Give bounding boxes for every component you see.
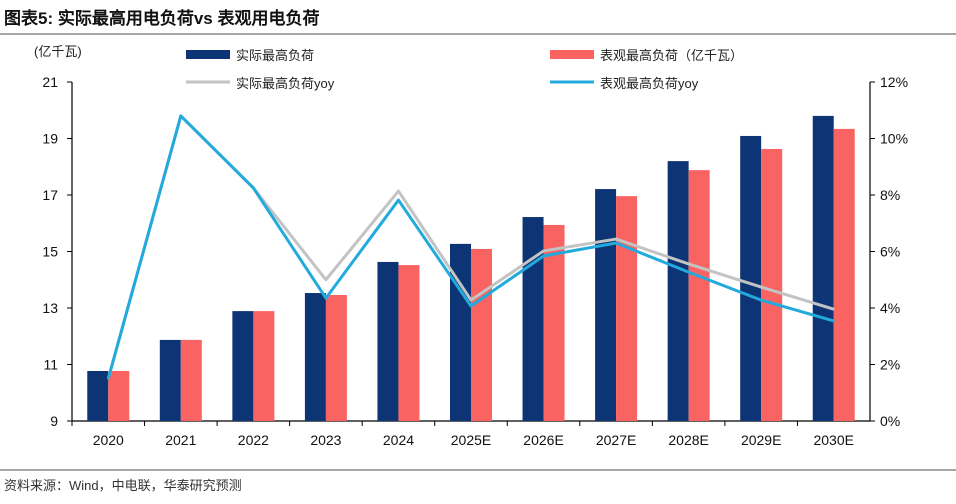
left-tick-label: 17: [42, 187, 58, 203]
right-tick-label: 6%: [880, 244, 900, 260]
left-tick-label: 13: [42, 300, 58, 316]
right-tick-label: 10%: [880, 131, 908, 147]
right-tick-label: 12%: [880, 74, 908, 90]
x-tick-label: 2021: [165, 432, 196, 448]
legend-label: 表观最高负荷（亿千瓦）: [600, 48, 743, 63]
line-point: [687, 271, 690, 274]
left-axis-unit: (亿千瓦): [34, 44, 82, 59]
bar-apparent: [325, 295, 347, 421]
bar-actual: [377, 261, 399, 421]
line-point: [179, 114, 182, 117]
chart-title: 图表5: 实际最高用电负荷vs 表观用电负荷: [4, 8, 319, 28]
line-point: [397, 190, 400, 193]
legend-swatch: [550, 50, 594, 59]
x-tick-label: 2026E: [523, 432, 563, 448]
x-tick-label: 2025E: [451, 432, 491, 448]
x-tick-label: 2028E: [668, 432, 708, 448]
right-tick-label: 0%: [880, 413, 900, 429]
left-tick-label: 15: [42, 244, 58, 260]
left-tick-label: 19: [42, 131, 58, 147]
legend-label: 实际最高负荷: [236, 48, 314, 63]
line-point: [470, 305, 472, 308]
left-tick-label: 11: [43, 357, 58, 373]
axes: 9 11 13 15 17 19 21 0% 2% 4% 6% 8% 10% 12% 2020 2021 202…: [42, 74, 908, 448]
bar-actual: [450, 243, 471, 421]
x-tick-label: 2030E: [813, 432, 853, 448]
line-point: [542, 255, 545, 258]
x-tick-label: 2027E: [596, 432, 636, 448]
line-point: [470, 299, 472, 302]
bar-apparent: [543, 224, 565, 421]
right-tick-label: 8%: [880, 187, 900, 203]
bar-actual: [812, 115, 834, 422]
line-point: [687, 262, 690, 265]
x-tick-label: 2023: [310, 432, 341, 448]
legend-label: 实际最高负荷yoy: [236, 76, 335, 91]
source-note: 资料来源：Wind，中电联，华泰研究预测: [4, 478, 242, 493]
bar-apparent: [616, 196, 638, 421]
bar-apparent: [253, 311, 275, 421]
line-point: [324, 278, 327, 281]
left-tick-label: 9: [50, 413, 58, 429]
bar-apparent: [761, 148, 783, 421]
x-tick-label: 2020: [93, 432, 124, 448]
line-point: [615, 238, 618, 241]
right-tick-label: 4%: [880, 300, 900, 316]
line-point: [615, 242, 618, 245]
bar-actual: [595, 189, 617, 421]
bar-apparent: [398, 265, 420, 421]
bars: [87, 115, 855, 422]
bar-apparent: [471, 248, 492, 421]
bar-apparent: [833, 128, 855, 421]
bar-actual: [159, 339, 181, 421]
bar-apparent: [108, 370, 130, 421]
legend-label: 表观最高负荷yoy: [600, 76, 699, 91]
legend-swatch: [186, 50, 230, 59]
line-point: [107, 377, 110, 380]
line-point: [832, 308, 835, 311]
line-point: [542, 249, 545, 252]
bar-actual: [87, 370, 109, 421]
line-point: [832, 319, 835, 322]
line-point: [760, 299, 763, 302]
line-point: [252, 186, 255, 189]
bar-actual: [667, 161, 689, 421]
bar-actual: [232, 311, 254, 421]
line-point: [324, 297, 327, 300]
x-tick-label: 2022: [238, 432, 269, 448]
bar-apparent: [180, 339, 202, 421]
left-tick-label: 21: [42, 74, 58, 90]
legend: 实际最高负荷 表观最高负荷（亿千瓦） 实际最高负荷yoy 表观最高负荷yoy: [186, 48, 743, 91]
bar-apparent: [688, 170, 710, 421]
right-tick-label: 2%: [880, 357, 900, 373]
bar-actual: [740, 135, 762, 421]
x-tick-label: 2024: [383, 432, 414, 448]
bar-actual: [522, 217, 544, 421]
line-point: [760, 286, 763, 289]
bar-actual: [304, 293, 326, 421]
x-tick-label: 2029E: [741, 432, 781, 448]
lines: [106, 114, 835, 380]
line-point: [397, 199, 400, 202]
